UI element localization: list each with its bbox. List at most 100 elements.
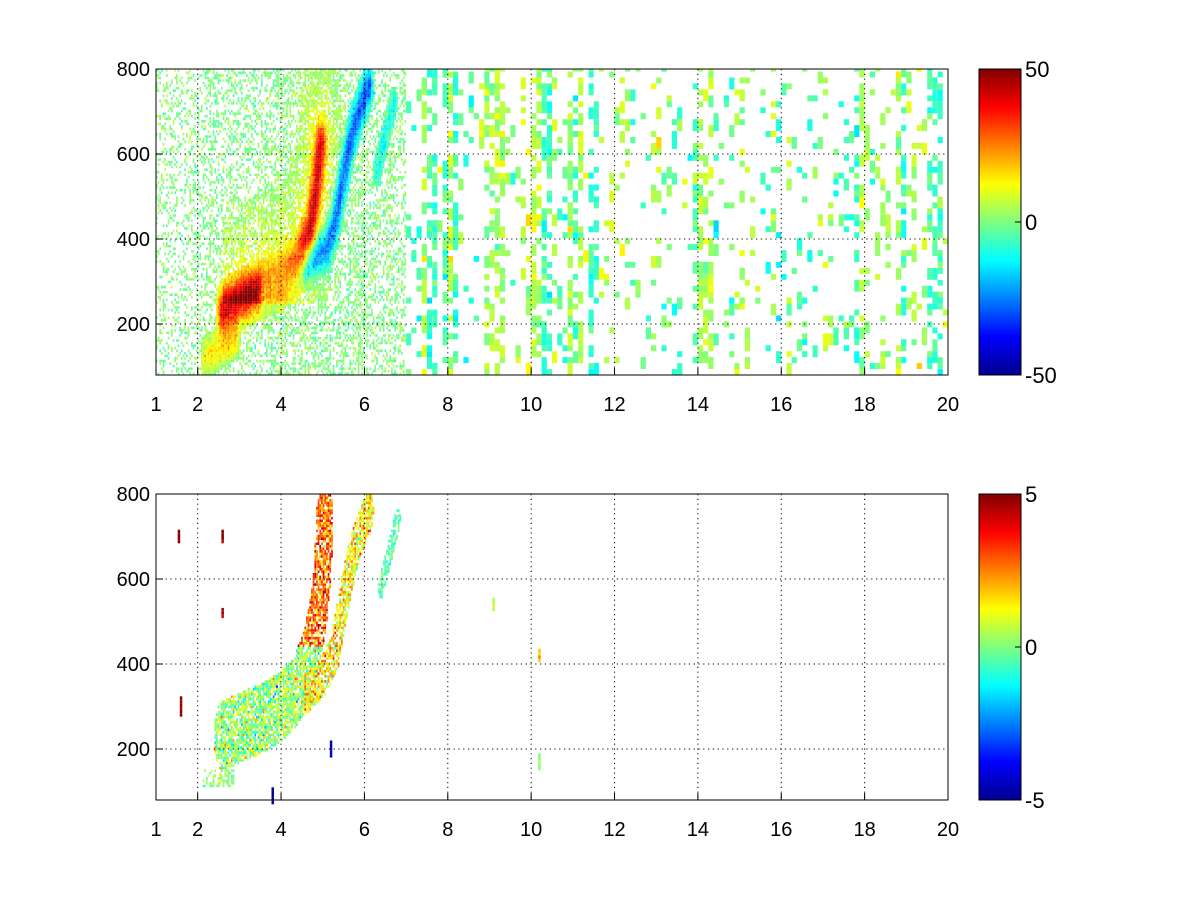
top-heatmap-cell: [162, 270, 165, 273]
top-heatmap-cell: [172, 130, 175, 133]
top-heatmap-cell: [266, 232, 268, 235]
top-heatmap-cell: [219, 173, 222, 177]
top-heatmap-cell: [236, 290, 238, 294]
top-heatmap-cell: [232, 331, 235, 335]
top-heatmap-cell: [287, 224, 290, 228]
top-heatmap-cell: [292, 250, 295, 253]
top-heatmap-cell: [159, 122, 161, 126]
top-heatmap-cell: [284, 267, 287, 271]
top-heatmap-cell: [296, 326, 298, 330]
top-heatmap-cell: [254, 120, 257, 123]
top-heatmap-cell: [207, 357, 210, 360]
top-heatmap-cell: [286, 255, 288, 258]
top-heatmap-cell: [301, 219, 303, 222]
top-heatmap-cell: [257, 262, 260, 266]
top-heatmap-cell: [289, 196, 292, 200]
top-heatmap-cell: [256, 298, 258, 302]
top-heatmap-cell: [299, 324, 302, 327]
top-heatmap-cell: [187, 216, 190, 220]
top-heatmap-cell: [251, 148, 253, 151]
top-heatmap-cell: [287, 295, 290, 299]
top-heatmap-cell: [279, 303, 282, 307]
top-heatmap-cell: [222, 178, 225, 182]
top-heatmap-cell: [271, 288, 273, 291]
top-heatmap-cell: [199, 109, 202, 113]
top-heatmap-cell: [246, 176, 248, 179]
top-heatmap-cell: [277, 214, 280, 217]
top-heatmap-cell: [304, 341, 307, 345]
top-heatmap-cell: [252, 341, 255, 345]
top-heatmap-cell: [304, 273, 307, 276]
top-heatmap-cell: [192, 97, 195, 100]
top-heatmap-cell: [232, 71, 235, 75]
top-heatmap-cell: [197, 278, 200, 281]
top-heatmap-cell: [217, 81, 220, 85]
top-heatmap-cell: [262, 313, 265, 317]
top-heatmap-cell: [257, 311, 260, 314]
top-heatmap-cell: [222, 239, 225, 243]
top-heatmap-cell: [301, 250, 303, 253]
top-heatmap-cell: [277, 265, 280, 268]
top-heatmap-cell: [216, 237, 218, 240]
top-heatmap-cell: [237, 239, 240, 243]
top-heatmap-cell: [269, 219, 272, 222]
top-heatmap-cell: [157, 89, 160, 92]
top-heatmap-cell: [231, 153, 233, 156]
top-heatmap-cell: [222, 252, 225, 256]
top-heatmap-cell: [214, 76, 217, 80]
top-heatmap-cell: [231, 288, 233, 291]
top-heatmap-cell: [224, 359, 227, 363]
top-heatmap-cell: [174, 204, 176, 207]
top-heatmap-cell: [217, 209, 220, 212]
top-heatmap-cell: [237, 125, 240, 128]
top-heatmap-cell: [262, 250, 265, 253]
top-heatmap-cell: [242, 293, 245, 296]
top-heatmap-cell: [284, 245, 287, 248]
top-heatmap-cell: [226, 193, 228, 197]
top-heatmap-cell: [304, 346, 307, 350]
top-heatmap-cell: [286, 178, 288, 182]
top-heatmap-cell: [297, 81, 300, 85]
top-heatmap-cell: [169, 91, 171, 95]
top-heatmap-cell: [299, 336, 302, 340]
top-heatmap-cell: [301, 239, 303, 243]
top-heatmap-cell: [296, 252, 298, 256]
top-heatmap-cell: [236, 178, 238, 182]
top-heatmap-cell: [199, 290, 202, 294]
top-heatmap-cell: [192, 158, 195, 161]
top-heatmap-cell: [206, 352, 208, 355]
top-heatmap-cell: [246, 357, 248, 360]
top-heatmap-cell: [214, 125, 217, 128]
top-heatmap-cell: [254, 69, 257, 72]
top-heatmap-cell: [289, 216, 292, 220]
top-heatmap-cell: [217, 160, 220, 164]
top-heatmap-cell: [276, 79, 278, 82]
top-heatmap-cell: [261, 171, 263, 174]
top-heatmap-cell: [301, 270, 303, 273]
top-heatmap-cell: [249, 232, 252, 235]
top-heatmap-cell: [286, 232, 288, 235]
top-heatmap-cell: [276, 349, 278, 353]
top-heatmap-cell: [244, 324, 247, 327]
top-heatmap-cell: [297, 262, 300, 266]
top-heatmap-cell: [241, 298, 243, 302]
top-heatmap-cell: [242, 283, 245, 286]
top-heatmap-cell: [227, 81, 230, 85]
top-heatmap-cell: [202, 359, 205, 363]
top-heatmap-cell: [159, 99, 161, 103]
top-heatmap-cell: [279, 329, 282, 332]
top-heatmap-cell: [274, 102, 277, 105]
top-heatmap-cell: [159, 362, 161, 365]
top-heatmap-cell: [301, 285, 303, 289]
top-heatmap-cell: [209, 86, 212, 90]
top-heatmap-cell: [236, 308, 238, 312]
top-heatmap-cell: [246, 270, 248, 273]
top-heatmap-cell: [234, 270, 237, 273]
top-heatmap-cell: [299, 367, 302, 370]
top-heatmap-cell: [249, 265, 252, 268]
top-heatmap-cell: [304, 283, 307, 286]
top-heatmap-cell: [262, 242, 265, 245]
top-heatmap-cell: [259, 232, 262, 235]
top-heatmap-cell: [284, 247, 287, 251]
top-heatmap-cell: [251, 102, 253, 105]
